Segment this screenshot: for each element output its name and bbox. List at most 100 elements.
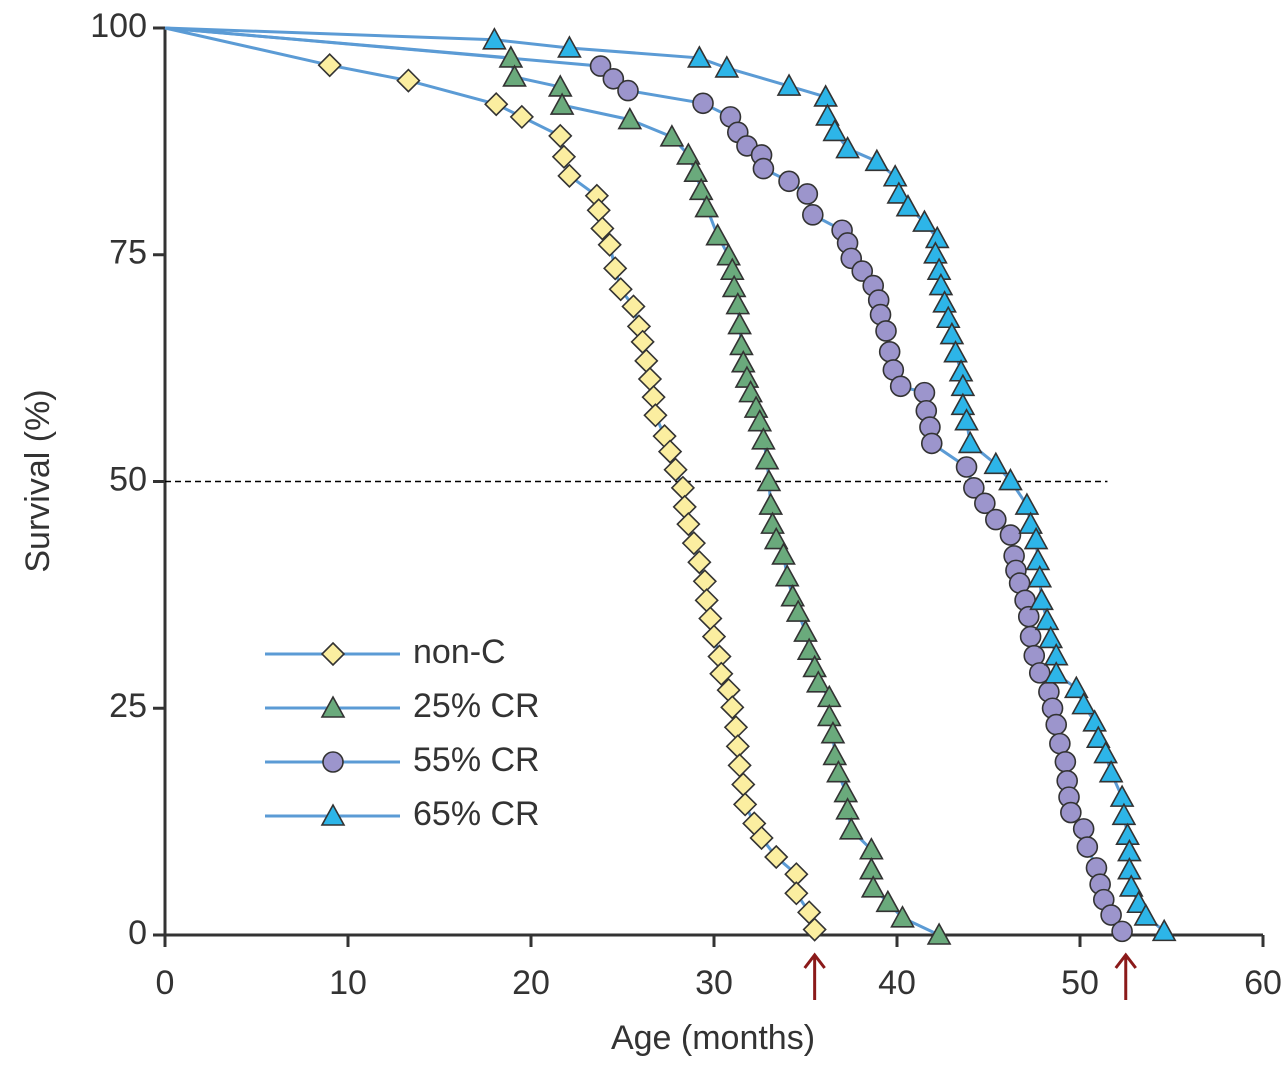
marker [875, 320, 897, 342]
marker [833, 779, 859, 803]
marker [688, 177, 714, 201]
marker [760, 511, 785, 534]
marker [1029, 587, 1054, 611]
marker [838, 817, 864, 840]
marker [731, 772, 756, 797]
marker [1060, 801, 1082, 824]
y-tick-label: 50 [109, 460, 147, 498]
marker [955, 456, 978, 478]
marker [758, 492, 784, 515]
y-tick-label: 75 [109, 234, 147, 272]
marker [634, 348, 659, 374]
marker [1027, 564, 1053, 588]
marker [482, 27, 507, 50]
marker [859, 857, 884, 880]
marker [835, 135, 860, 159]
marker [1118, 874, 1144, 897]
marker [641, 385, 666, 410]
marker [621, 294, 646, 319]
marker [730, 350, 756, 373]
marker [784, 881, 809, 906]
marker [663, 457, 688, 482]
marker [692, 92, 714, 115]
marker [764, 844, 789, 870]
marker [913, 381, 936, 404]
y-tick-label: 100 [90, 7, 147, 45]
marker [998, 467, 1023, 491]
x-tick-label: 50 [1061, 964, 1099, 1002]
series-line [164, 26, 940, 937]
marker [926, 922, 952, 945]
legend-label: 55% CR [413, 741, 540, 779]
legend-entry: non-C [265, 633, 506, 671]
marker [754, 447, 780, 470]
marker [727, 753, 752, 778]
marker [1045, 713, 1068, 736]
marker [1054, 750, 1077, 773]
marker [886, 181, 912, 204]
marker [816, 703, 842, 727]
marker [1018, 511, 1043, 534]
marker [725, 734, 750, 759]
marker [320, 641, 346, 667]
x-tick-label: 10 [329, 964, 367, 1002]
marker [796, 637, 822, 661]
marker [774, 564, 800, 587]
marker [617, 106, 643, 130]
marker [875, 889, 901, 913]
marker [805, 670, 831, 693]
marker [1014, 492, 1040, 515]
marker [890, 905, 915, 928]
marker [939, 321, 965, 345]
marker [676, 511, 701, 537]
marker [727, 311, 752, 335]
marker [815, 103, 840, 126]
marker [1115, 822, 1140, 846]
marker [895, 194, 921, 217]
marker [1151, 918, 1177, 942]
marker [999, 524, 1022, 546]
marker [723, 715, 749, 740]
marker [657, 439, 683, 464]
marker [889, 375, 912, 398]
marker [1034, 607, 1060, 631]
x-tick-label: 40 [878, 964, 916, 1002]
marker [864, 148, 890, 172]
marker [643, 403, 668, 428]
marker [1098, 759, 1124, 783]
marker [694, 194, 720, 218]
marker [954, 408, 979, 431]
marker [1076, 836, 1099, 858]
marker [793, 619, 818, 642]
marker [813, 84, 838, 107]
marker [1071, 691, 1097, 715]
x-axis-label: Age (months) [611, 1019, 815, 1057]
marker [676, 142, 701, 165]
marker [778, 170, 800, 193]
marker [974, 492, 996, 515]
marker [983, 451, 1009, 475]
marker [920, 432, 943, 455]
marker [780, 584, 806, 607]
marker [721, 274, 747, 298]
legend-label: non-C [413, 633, 506, 671]
y-tick-label: 25 [109, 687, 147, 725]
marker [551, 144, 577, 169]
marker [802, 917, 827, 942]
legend-entry: 25% CR [265, 687, 540, 725]
marker [957, 430, 983, 454]
x-tick-label: 30 [695, 964, 733, 1002]
marker [548, 123, 573, 149]
marker [694, 588, 719, 613]
marker [985, 508, 1007, 531]
marker [1025, 547, 1051, 571]
marker [701, 624, 727, 649]
marker [1049, 732, 1071, 755]
marker [1063, 675, 1089, 699]
marker [822, 118, 848, 142]
marker [756, 468, 782, 492]
legend-entry: 55% CR [265, 741, 540, 779]
marker [1023, 526, 1049, 550]
marker [692, 569, 717, 594]
